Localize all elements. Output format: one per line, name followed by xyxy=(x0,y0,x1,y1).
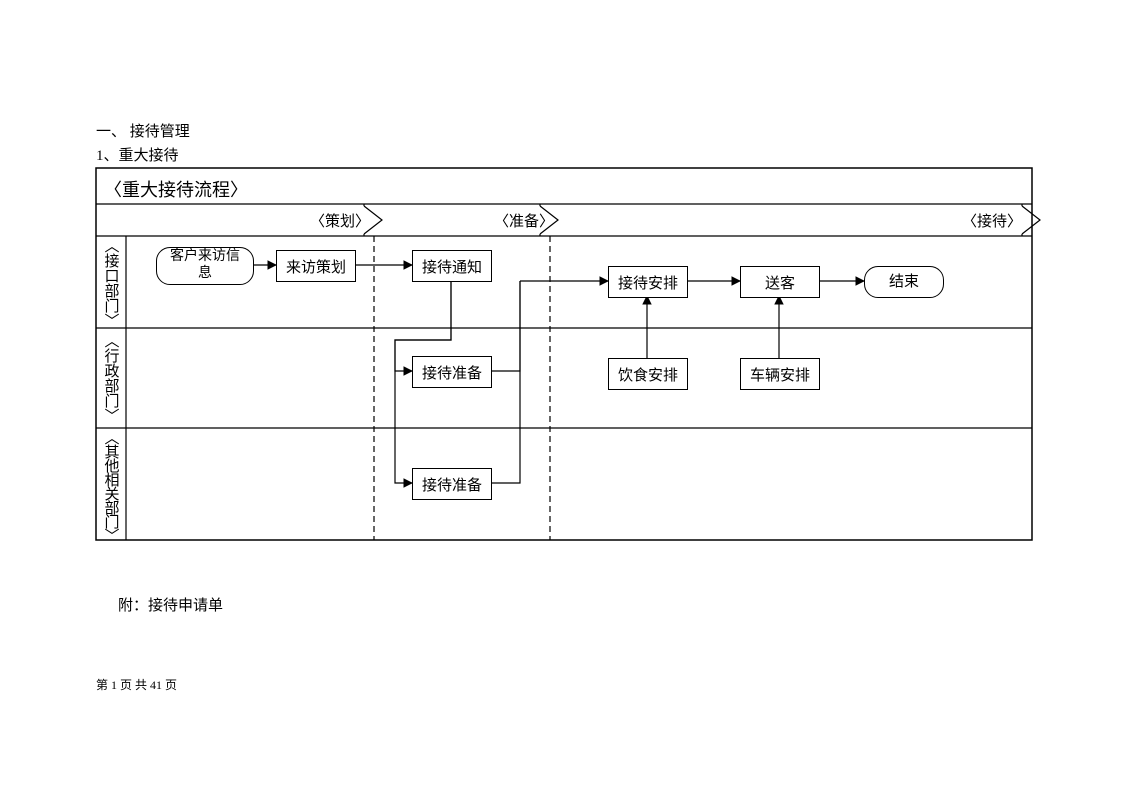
lane-label-interface: 〈接口部门〉 xyxy=(100,238,122,328)
node-prep1-label: 接待准备 xyxy=(422,362,482,383)
phase-label-plan: 〈策划〉 xyxy=(310,210,370,231)
lane-label-admin: 〈行政部门〉 xyxy=(100,330,122,426)
node-arrange-label: 接待安排 xyxy=(618,272,678,293)
node-vehicle-label: 车辆安排 xyxy=(750,364,810,385)
lane-label-other: 〈其他相关部门〉 xyxy=(100,430,122,536)
phase-label-receive: 〈接待〉 xyxy=(962,210,1022,231)
phase-label-prepare: 〈准备〉 xyxy=(494,210,554,231)
node-end: 结束 xyxy=(864,266,944,298)
attachment-note: 附：接待申请单 xyxy=(118,594,223,615)
node-plan: 来访策划 xyxy=(276,250,356,282)
node-sendoff-label: 送客 xyxy=(765,272,795,293)
node-prep2: 接待准备 xyxy=(412,468,492,500)
node-plan-label: 来访策划 xyxy=(286,256,346,277)
node-arrange: 接待安排 xyxy=(608,266,688,298)
node-sendoff: 送客 xyxy=(740,266,820,298)
page: 一、 接待管理 1、重大接待 〈重大接待流程〉 〈策划〉 〈准备〉 〈接待〉 〈… xyxy=(0,0,1122,793)
node-food-label: 饮食安排 xyxy=(618,364,678,385)
node-notice-label: 接待通知 xyxy=(422,256,482,277)
flowchart-svg xyxy=(0,0,1122,793)
node-prep2-label: 接待准备 xyxy=(422,474,482,495)
page-footer: 第 1 页 共 41 页 xyxy=(96,676,177,693)
node-start-label: 客户来访信息 xyxy=(170,249,240,283)
node-notice: 接待通知 xyxy=(412,250,492,282)
node-prep1: 接待准备 xyxy=(412,356,492,388)
flowchart-title: 〈重大接待流程〉 xyxy=(104,176,248,202)
node-start: 客户来访信息 xyxy=(156,247,254,285)
node-end-label: 结束 xyxy=(889,273,919,291)
node-vehicle: 车辆安排 xyxy=(740,358,820,390)
node-food: 饮食安排 xyxy=(608,358,688,390)
